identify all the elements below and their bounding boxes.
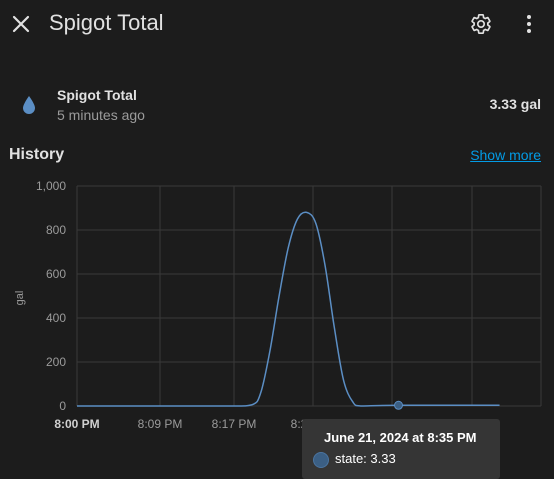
y-tick-label: 200	[46, 355, 66, 369]
y-tick-label: 0	[59, 399, 66, 413]
x-tick-label: 8:00 PM	[54, 417, 99, 431]
entity-row: Spigot Total 5 minutes ago 3.33 gal	[0, 80, 554, 128]
more-options-button[interactable]	[514, 8, 544, 40]
x-tick-label: 8:09 PM	[138, 417, 183, 431]
tooltip-series-swatch	[313, 452, 329, 468]
dialog-title: Spigot Total	[49, 10, 164, 35]
tooltip-value: state: 3.33	[335, 451, 396, 466]
y-axis-label: gal	[14, 291, 26, 306]
water-drop-icon	[23, 96, 35, 114]
chart-grid	[76, 185, 542, 407]
x-tick-label: 8:17 PM	[212, 417, 257, 431]
y-tick-label: 400	[46, 311, 66, 325]
entity-name: Spigot Total	[57, 87, 137, 103]
more-vertical-icon	[527, 15, 531, 33]
close-icon	[12, 15, 30, 33]
series-line	[77, 211, 500, 407]
chart-tooltip: June 21, 2024 at 8:35 PM state: 3.33	[302, 419, 500, 479]
entity-state: 3.33 gal	[489, 96, 541, 112]
history-title: History	[9, 146, 65, 163]
dialog-header: Spigot Total	[0, 0, 554, 50]
entity-last-changed: 5 minutes ago	[57, 107, 145, 123]
settings-button[interactable]	[466, 8, 496, 40]
y-tick-label: 600	[46, 267, 66, 281]
highlighted-data-point[interactable]	[394, 400, 404, 410]
chart-series	[77, 211, 500, 410]
tooltip-title: June 21, 2024 at 8:35 PM	[324, 430, 477, 445]
close-button[interactable]	[6, 6, 36, 42]
show-more-link[interactable]: Show more	[470, 147, 541, 163]
y-tick-label: 800	[46, 223, 66, 237]
gear-icon	[471, 14, 491, 35]
y-tick-label: 1,000	[36, 179, 66, 193]
